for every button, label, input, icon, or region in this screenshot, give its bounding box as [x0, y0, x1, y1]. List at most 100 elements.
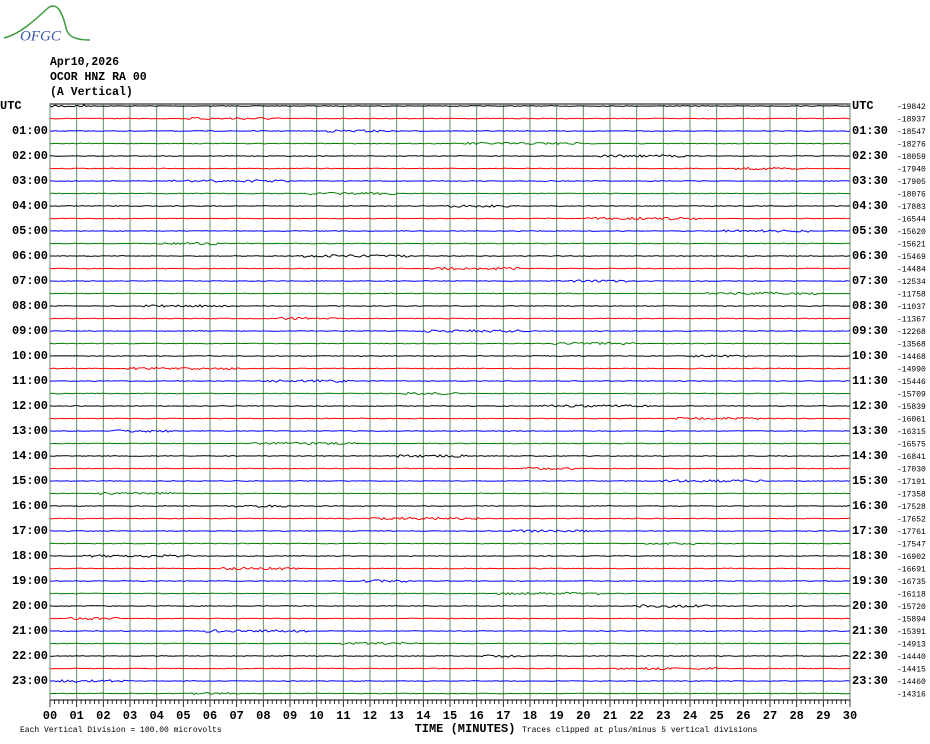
right-time-label: 22:30	[852, 649, 888, 663]
left-time-label: 04:00	[12, 199, 48, 213]
trace	[49, 454, 851, 458]
right-time-label: 01:30	[852, 124, 888, 138]
trace	[49, 616, 851, 621]
trace-offset: -17761	[897, 528, 926, 537]
trace-offset: -16735	[897, 578, 926, 587]
trace-offset: -11367	[897, 316, 926, 325]
left-time-label: 02:00	[12, 149, 48, 163]
left-time-label: 19:00	[12, 574, 48, 588]
trace-offset: -14460	[897, 678, 926, 687]
right-time-label: 02:30	[852, 149, 888, 163]
x-tick-label: 27	[763, 709, 777, 723]
right-time-label: 15:30	[852, 474, 888, 488]
station: OCOR HNZ RA 00	[50, 71, 147, 84]
x-tick-label: 20	[576, 709, 590, 723]
x-axis-label: TIME (MINUTES)	[415, 722, 516, 736]
trace-offset: -11758	[897, 291, 926, 300]
trace-offset: -15709	[897, 391, 926, 400]
right-time-label: 03:30	[852, 174, 888, 188]
x-tick-label: 06	[203, 709, 217, 723]
right-time-label: 06:30	[852, 249, 888, 263]
right-time-label: 07:30	[852, 274, 888, 288]
x-tick-label: 28	[789, 709, 803, 723]
x-tick-label: 01	[69, 709, 83, 723]
x-tick-label: 18	[523, 709, 537, 723]
right-time-label: 17:30	[852, 524, 888, 538]
x-tick-label: 03	[123, 709, 137, 723]
trace	[49, 391, 851, 396]
trace	[49, 166, 851, 171]
trace-offset: -15469	[897, 253, 926, 262]
trace	[49, 429, 851, 433]
trace	[49, 542, 851, 546]
x-tick-label: 02	[96, 709, 110, 723]
trace	[49, 229, 851, 233]
trace	[49, 479, 851, 483]
date: Apr10,2026	[50, 56, 119, 69]
trace	[49, 366, 851, 371]
right-time-label: 20:30	[852, 599, 888, 613]
trace	[49, 404, 851, 408]
trace	[49, 104, 851, 108]
trace	[49, 566, 851, 571]
trace	[49, 216, 851, 221]
trace-offset: -16691	[897, 566, 926, 575]
left-time-label: 12:00	[12, 399, 48, 413]
trace-offset: -15446	[897, 378, 926, 387]
left-time-label: 07:00	[12, 274, 48, 288]
trace-offset: -17528	[897, 503, 926, 512]
logo-text: OFGC	[20, 28, 62, 44]
trace	[49, 654, 851, 658]
left-time-label: 10:00	[12, 349, 48, 363]
trace-offset: -14440	[897, 653, 926, 662]
left-time-label: 01:00	[12, 124, 48, 138]
trace-offset: -15894	[897, 616, 926, 625]
left-time-label: 13:00	[12, 424, 48, 438]
trace-offset: -18076	[897, 191, 926, 200]
right-time-label: 05:30	[852, 224, 888, 238]
trace	[49, 416, 851, 421]
trace	[49, 329, 851, 333]
trace	[49, 629, 851, 633]
left-time-label: 23:00	[12, 674, 48, 688]
trace	[49, 279, 851, 283]
x-tick-label: 22	[629, 709, 643, 723]
trace	[49, 679, 851, 683]
x-tick-label: 24	[683, 709, 697, 723]
trace-offset: -16841	[897, 453, 926, 462]
trace-offset: -14913	[897, 641, 926, 650]
left-time-label: 03:00	[12, 174, 48, 188]
trace-offset: -12268	[897, 328, 926, 337]
trace	[49, 466, 851, 471]
trace-offset: -17940	[897, 166, 926, 175]
right-time-label: 18:30	[852, 549, 888, 563]
footer-right: Traces clipped at plus/minus 5 vertical …	[522, 726, 757, 735]
trace-offset: -17883	[897, 203, 926, 212]
trace-offset: -18937	[897, 116, 926, 125]
right-time-label: 14:30	[852, 449, 888, 463]
x-tick-label: 30	[843, 709, 857, 723]
left-time-label: 14:00	[12, 449, 48, 463]
trace	[49, 504, 851, 508]
x-tick-label: 15	[443, 709, 457, 723]
trace-offset: -14990	[897, 366, 926, 375]
right-time-label: 12:30	[852, 399, 888, 413]
trace-offset: -15620	[897, 228, 926, 237]
left-time-label: 09:00	[12, 324, 48, 338]
x-tick-label: 21	[603, 709, 617, 723]
trace-offset: -15391	[897, 628, 926, 637]
trace	[49, 491, 851, 496]
trace	[49, 241, 851, 246]
x-tick-label: 12	[363, 709, 377, 723]
right-time-label: 19:30	[852, 574, 888, 588]
left-time-label: 18:00	[12, 549, 48, 563]
left-time-label: 21:00	[12, 624, 48, 638]
left-time-label: 15:00	[12, 474, 48, 488]
trace	[49, 266, 851, 271]
x-tick-label: 05	[176, 709, 190, 723]
trace-offset: -16902	[897, 553, 926, 562]
x-tick-label: 29	[816, 709, 830, 723]
x-tick-label: 13	[389, 709, 403, 723]
x-tick-label: 26	[736, 709, 750, 723]
trace-offset: -19842	[897, 103, 926, 112]
